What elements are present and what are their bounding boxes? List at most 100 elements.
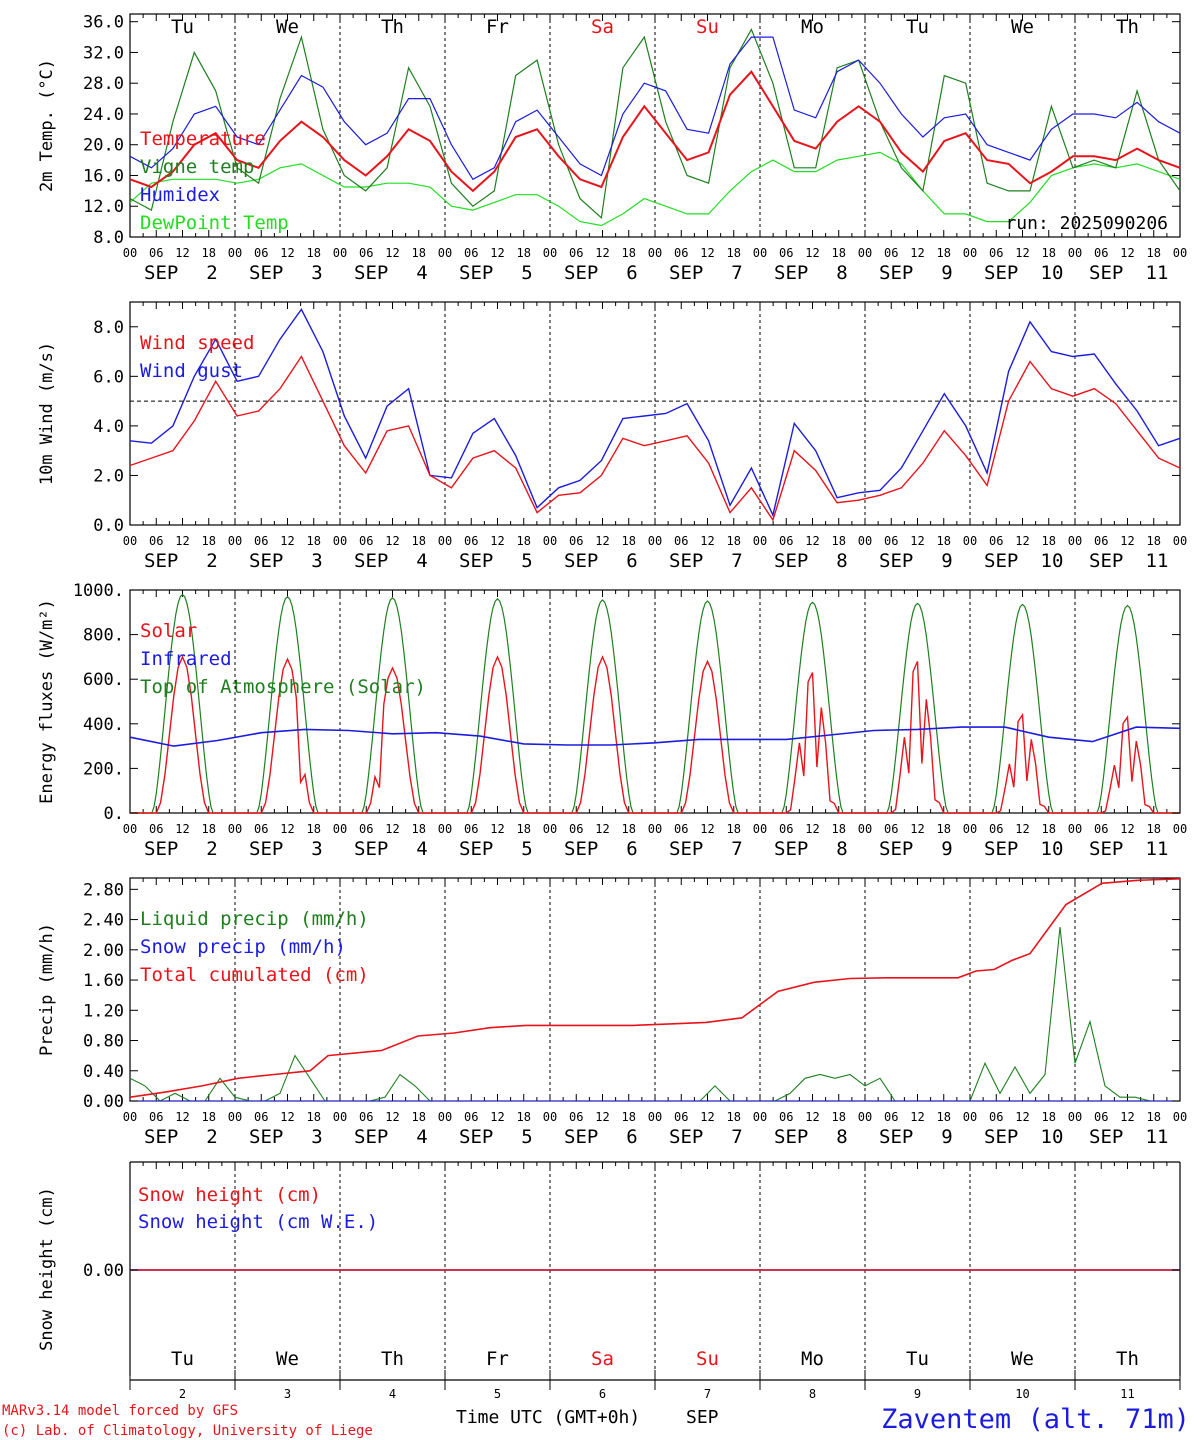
lab-credit-line: (c) Lab. of Climatology, University of L… [2, 1423, 373, 1439]
bottom-date-label: 11 [1120, 1387, 1134, 1401]
hour-tick-label: 00 [228, 246, 242, 260]
legend-entry: Temperature [140, 128, 266, 150]
series-line-dewpoint-temp [129, 151, 1181, 227]
model-credit-line: MARv3.14 model forced by GFS [2, 1403, 238, 1419]
bottom-date-label: 5 [494, 1387, 501, 1401]
date-month-label: SEP [984, 1126, 1018, 1148]
hour-tick-label: 00 [438, 246, 452, 260]
hour-tick-label: 00 [333, 534, 347, 548]
date-month-label: SEP [669, 550, 703, 572]
hour-tick-label: 06 [569, 1110, 583, 1124]
hour-tick-label: 12 [1015, 534, 1029, 548]
hour-tick-label: 06 [149, 534, 163, 548]
hour-tick-label: 06 [359, 246, 373, 260]
hour-tick-label: 00 [858, 534, 872, 548]
date-month-label: SEP [1089, 838, 1123, 860]
y-tick-label: 0.00 [83, 1092, 124, 1112]
hour-tick-label: 18 [622, 246, 636, 260]
hour-tick-label: 12 [280, 534, 294, 548]
hour-tick-label: 18 [1042, 534, 1056, 548]
date-day-label: 11 [1146, 1126, 1169, 1148]
y-axis-label: Snow height (cm) [37, 1187, 57, 1351]
date-day-label: 11 [1146, 550, 1169, 572]
hour-tick-label: 06 [254, 246, 268, 260]
hour-tick-label: 06 [674, 534, 688, 548]
day-name-label: We [276, 1348, 299, 1370]
hour-tick-label: 12 [385, 534, 399, 548]
hour-tick-label: 06 [779, 1110, 793, 1124]
footer: MARv3.14 model forced by GFS (c) Lab. of … [2, 1403, 1190, 1439]
date-month-label: SEP [354, 262, 388, 284]
hour-tick-label: 18 [517, 1110, 531, 1124]
y-tick-label: 24.0 [83, 105, 124, 125]
date-day-label: 5 [521, 262, 532, 284]
y-tick-label: 2.00 [83, 941, 124, 961]
date-month-label: SEP [984, 550, 1018, 572]
date-day-label: 6 [626, 1126, 637, 1148]
series-line-wind-speed [129, 355, 1181, 522]
y-tick-label: 800. [83, 626, 124, 646]
y-tick-label: 1000. [73, 581, 124, 601]
hour-tick-label: 06 [149, 246, 163, 260]
day-name-label: Sa [591, 1348, 614, 1370]
date-day-label: 4 [416, 550, 427, 572]
hour-tick-label: 12 [1015, 1110, 1029, 1124]
hour-tick-label: 00 [648, 822, 662, 836]
hour-tick-label: 18 [307, 246, 321, 260]
hour-tick-label: 00 [123, 534, 137, 548]
series-line-humidex [129, 36, 1181, 181]
hour-tick-label: 12 [280, 1110, 294, 1124]
bottom-date-label: 2 [179, 1387, 186, 1401]
y-tick-label: 12.0 [83, 197, 124, 217]
hour-tick-label: 06 [254, 534, 268, 548]
legend-entry: Snow height (cm W.E.) [138, 1211, 378, 1233]
legend-entry: Wind speed [140, 332, 254, 354]
date-month-label: SEP [984, 838, 1018, 860]
bottom-date-label: 4 [389, 1387, 396, 1401]
hour-tick-label: 12 [175, 534, 189, 548]
hour-tick-label: 00 [543, 534, 557, 548]
hour-tick-label: 00 [438, 822, 452, 836]
date-month-label: SEP [564, 1126, 598, 1148]
date-day-label: 10 [1041, 550, 1064, 572]
date-day-label: 9 [941, 550, 952, 572]
hour-tick-label: 12 [910, 822, 924, 836]
hour-tick-label: 18 [937, 246, 951, 260]
date-month-label: SEP [354, 1126, 388, 1148]
hour-tick-label: 12 [175, 1110, 189, 1124]
hour-tick-label: 06 [884, 1110, 898, 1124]
date-month-label: SEP [879, 550, 913, 572]
hour-tick-label: 00 [963, 534, 977, 548]
date-day-label: 6 [626, 550, 637, 572]
date-day-label: 10 [1041, 1126, 1064, 1148]
panel-frame [129, 13, 1181, 238]
hour-tick-label: 06 [1094, 822, 1108, 836]
hour-tick-label: 12 [175, 246, 189, 260]
hour-tick-label: 00 [963, 246, 977, 260]
series-line-wind-gust [129, 308, 1181, 518]
day-name-label: Mo [801, 1348, 824, 1370]
date-month-label: SEP [1089, 1126, 1123, 1148]
hour-tick-label: 18 [727, 822, 741, 836]
hour-tick-label: 18 [622, 534, 636, 548]
hour-tick-label: 00 [1173, 822, 1187, 836]
hour-tick-label: 06 [989, 822, 1003, 836]
date-month-label: SEP [564, 838, 598, 860]
hour-tick-label: 00 [753, 1110, 767, 1124]
hour-tick-label: 06 [674, 246, 688, 260]
hour-tick-label: 06 [779, 822, 793, 836]
day-name-label: Tu [906, 16, 929, 38]
y-tick-label: 1.60 [83, 971, 124, 991]
hour-tick-label: 12 [1015, 246, 1029, 260]
y-tick-label: 16.0 [83, 166, 124, 186]
date-month-label: SEP [249, 838, 283, 860]
date-month-label: SEP [354, 550, 388, 572]
hour-tick-label: 12 [385, 1110, 399, 1124]
y-axis-label: 10m Wind (m/s) [37, 342, 57, 485]
hour-tick-label: 00 [753, 822, 767, 836]
hour-tick-label: 12 [595, 246, 609, 260]
hour-tick-label: 06 [884, 822, 898, 836]
hour-tick-label: 12 [1120, 822, 1134, 836]
date-day-label: 5 [521, 550, 532, 572]
bottom-date-label: 10 [1015, 1387, 1029, 1401]
